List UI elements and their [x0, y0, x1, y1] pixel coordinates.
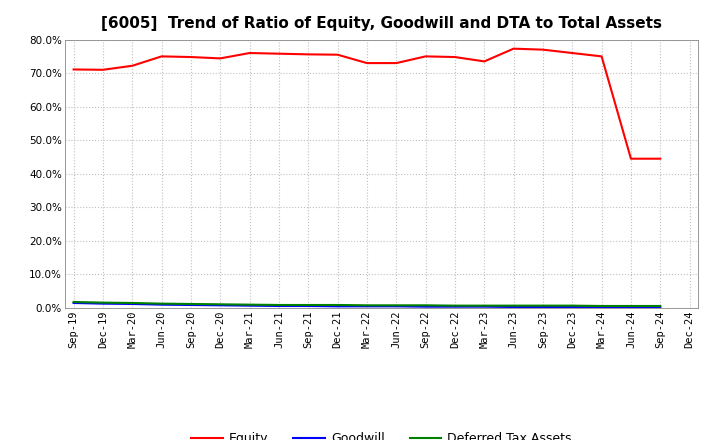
- Equity: [186, 55, 195, 60]
- Goodwill: [656, 304, 665, 310]
- Legend: Equity, Goodwill, Deferred Tax Assets: Equity, Goodwill, Deferred Tax Assets: [186, 427, 577, 440]
- Equity: [509, 46, 518, 51]
- Equity: [333, 52, 342, 57]
- Deferred Tax Assets: [69, 299, 78, 304]
- Deferred Tax Assets: [598, 303, 606, 308]
- Equity: [656, 156, 665, 161]
- Goodwill: [480, 304, 489, 309]
- Goodwill: [304, 303, 312, 308]
- Equity: [99, 67, 107, 73]
- Deferred Tax Assets: [333, 302, 342, 308]
- Equity: [304, 52, 312, 57]
- Goodwill: [421, 304, 430, 309]
- Deferred Tax Assets: [363, 303, 372, 308]
- Goodwill: [363, 304, 372, 309]
- Equity: [246, 50, 254, 55]
- Goodwill: [69, 301, 78, 306]
- Equity: [421, 54, 430, 59]
- Equity: [539, 47, 547, 52]
- Goodwill: [157, 302, 166, 307]
- Deferred Tax Assets: [304, 302, 312, 308]
- Deferred Tax Assets: [568, 303, 577, 308]
- Deferred Tax Assets: [157, 301, 166, 306]
- Deferred Tax Assets: [656, 303, 665, 308]
- Goodwill: [186, 302, 195, 308]
- Line: Goodwill: Goodwill: [73, 303, 660, 307]
- Goodwill: [392, 304, 400, 309]
- Deferred Tax Assets: [99, 300, 107, 305]
- Deferred Tax Assets: [246, 302, 254, 307]
- Deferred Tax Assets: [216, 302, 225, 307]
- Equity: [568, 50, 577, 55]
- Goodwill: [333, 304, 342, 309]
- Deferred Tax Assets: [451, 303, 459, 308]
- Equity: [128, 63, 137, 68]
- Deferred Tax Assets: [274, 302, 283, 308]
- Goodwill: [128, 301, 137, 307]
- Deferred Tax Assets: [509, 303, 518, 308]
- Goodwill: [451, 304, 459, 309]
- Equity: [392, 60, 400, 66]
- Title: [6005]  Trend of Ratio of Equity, Goodwill and DTA to Total Assets: [6005] Trend of Ratio of Equity, Goodwil…: [101, 16, 662, 32]
- Goodwill: [509, 304, 518, 310]
- Equity: [626, 156, 635, 161]
- Line: Equity: Equity: [73, 49, 660, 159]
- Deferred Tax Assets: [539, 303, 547, 308]
- Deferred Tax Assets: [421, 303, 430, 308]
- Equity: [480, 59, 489, 64]
- Equity: [598, 54, 606, 59]
- Goodwill: [216, 303, 225, 308]
- Goodwill: [274, 303, 283, 308]
- Equity: [363, 60, 372, 66]
- Equity: [157, 54, 166, 59]
- Goodwill: [598, 304, 606, 310]
- Deferred Tax Assets: [480, 303, 489, 308]
- Goodwill: [246, 303, 254, 308]
- Goodwill: [539, 304, 547, 310]
- Deferred Tax Assets: [392, 303, 400, 308]
- Line: Deferred Tax Assets: Deferred Tax Assets: [73, 302, 660, 306]
- Deferred Tax Assets: [128, 301, 137, 306]
- Equity: [451, 55, 459, 60]
- Goodwill: [626, 304, 635, 310]
- Deferred Tax Assets: [186, 301, 195, 307]
- Equity: [69, 67, 78, 72]
- Equity: [274, 51, 283, 56]
- Goodwill: [568, 304, 577, 310]
- Goodwill: [99, 301, 107, 306]
- Deferred Tax Assets: [626, 303, 635, 308]
- Equity: [216, 56, 225, 61]
